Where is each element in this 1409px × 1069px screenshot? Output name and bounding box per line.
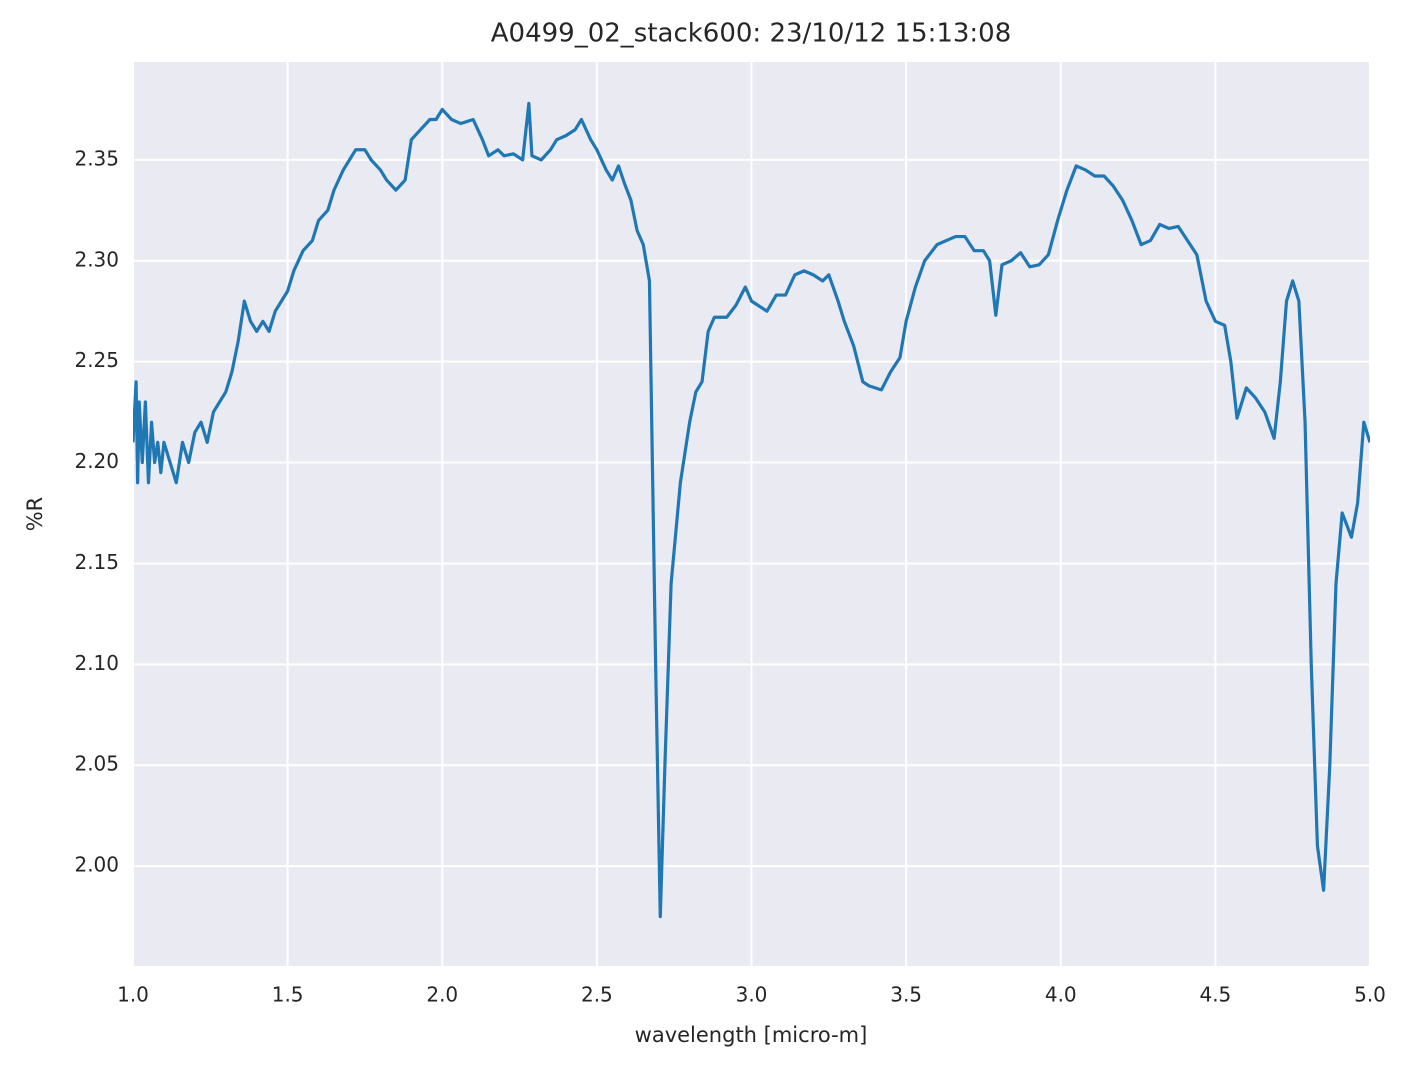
- y-tick-label: 2.30: [74, 247, 119, 271]
- x-tick-label: 2.5: [581, 983, 613, 1007]
- x-tick-label: 3.0: [736, 983, 768, 1007]
- y-tick-label: 2.00: [74, 853, 119, 877]
- x-tick-label: 4.0: [1045, 983, 1077, 1007]
- x-axis-label: wavelength [micro-m]: [635, 1023, 868, 1047]
- y-tick-label: 2.10: [74, 651, 119, 675]
- chart-title: A0499_02_stack600: 23/10/12 15:13:08: [491, 19, 1012, 49]
- y-tick-label: 2.25: [74, 348, 119, 372]
- x-tick-label: 5.0: [1354, 983, 1386, 1007]
- x-tick-label: 1.5: [272, 983, 304, 1007]
- x-tick-label: 1.0: [117, 983, 149, 1007]
- y-axis-label: %R: [23, 497, 47, 532]
- y-tick-label: 2.35: [74, 146, 119, 170]
- y-tick-label: 2.15: [74, 550, 119, 574]
- x-tick-label: 2.0: [426, 983, 458, 1007]
- y-tick-label: 2.05: [74, 752, 119, 776]
- line: [133, 101, 1370, 919]
- y-tick-label: 2.20: [74, 449, 119, 473]
- x-tick-label: 4.5: [1199, 983, 1231, 1007]
- x-tick-label: 3.5: [890, 983, 922, 1007]
